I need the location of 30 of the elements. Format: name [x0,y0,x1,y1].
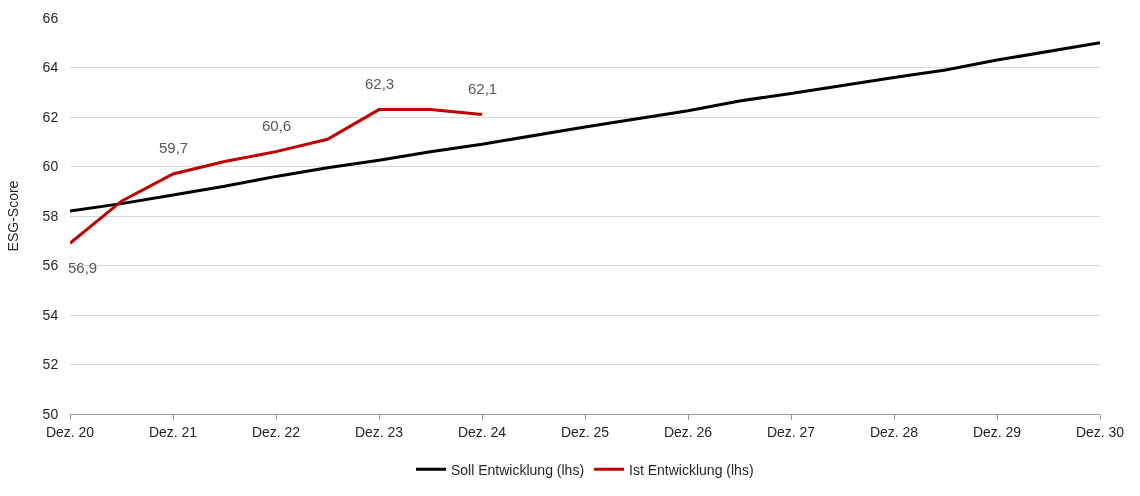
x-tick-label: Dez. 25 [560,423,610,440]
y-tick-label: 64 [42,59,59,76]
annotation: 62,3 [365,75,395,92]
legend-label: Ist Entwicklung (lhs) [629,461,754,478]
y-tick-label: 66 [42,9,59,26]
line-series [70,41,1100,213]
x-tick-label: Dez. 27 [766,423,816,440]
x-tick-label: Dez. 28 [869,423,919,440]
annotation: 60,6 [262,117,292,134]
y-tick-label: 54 [42,306,59,323]
x-tick-label: Dez. 20 [45,423,95,440]
x-tick-label: Dez. 29 [972,423,1022,440]
legend-label: Soll Entwicklung (lhs) [451,461,585,478]
annotation: 62,1 [468,80,498,97]
x-tick-label: Dez. 22 [251,423,301,440]
x-tick-label: Dez. 24 [457,423,507,440]
line-series [70,108,484,245]
y-tick-label: 52 [42,356,59,373]
y-tick-label: 58 [42,207,59,224]
y-tick-label: 60 [42,158,59,175]
y-tick-label: 56 [42,257,59,274]
y-tick-label: 50 [42,405,59,422]
y-tick-label: 62 [42,108,59,125]
x-tick-label: Dez. 26 [663,423,713,440]
x-tick-label: Dez. 30 [1075,423,1125,440]
annotation: 56,9 [68,259,98,276]
annotation: 59,7 [159,139,189,156]
x-tick-label: Dez. 21 [148,423,198,440]
y-axis-title: ESG-Score [5,180,22,252]
x-tick-label: Dez. 23 [354,423,404,440]
